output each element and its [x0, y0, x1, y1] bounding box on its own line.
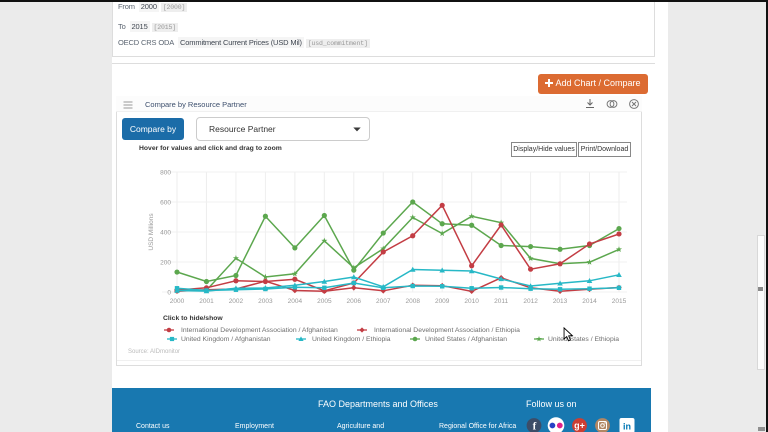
svg-text:2009: 2009: [435, 298, 450, 305]
svg-text:USD Millions: USD Millions: [148, 213, 155, 251]
svg-text:2003: 2003: [258, 298, 273, 305]
svg-text:2000: 2000: [170, 298, 185, 305]
svg-text:2012: 2012: [523, 298, 538, 305]
svg-text:2004: 2004: [288, 298, 303, 305]
svg-text:2014: 2014: [582, 298, 597, 305]
svg-text:200: 200: [160, 260, 171, 267]
svg-text:2010: 2010: [464, 298, 479, 305]
svg-text:in: in: [623, 422, 631, 432]
svg-text:2007: 2007: [376, 298, 391, 305]
svg-text:400: 400: [160, 230, 171, 237]
svg-text:2011: 2011: [494, 298, 508, 305]
svg-text:2008: 2008: [405, 298, 420, 305]
svg-text:2013: 2013: [553, 298, 568, 305]
svg-text:800: 800: [160, 170, 171, 177]
svg-text:2015: 2015: [612, 298, 627, 305]
svg-text:600: 600: [160, 200, 171, 207]
svg-text:f: f: [533, 421, 537, 432]
svg-text:2002: 2002: [229, 298, 244, 305]
svg-text:2001: 2001: [199, 298, 214, 305]
svg-text:2006: 2006: [347, 298, 362, 305]
svg-text:2005: 2005: [317, 298, 332, 305]
svg-text:g+: g+: [574, 421, 585, 431]
svg-text:0: 0: [167, 290, 171, 297]
